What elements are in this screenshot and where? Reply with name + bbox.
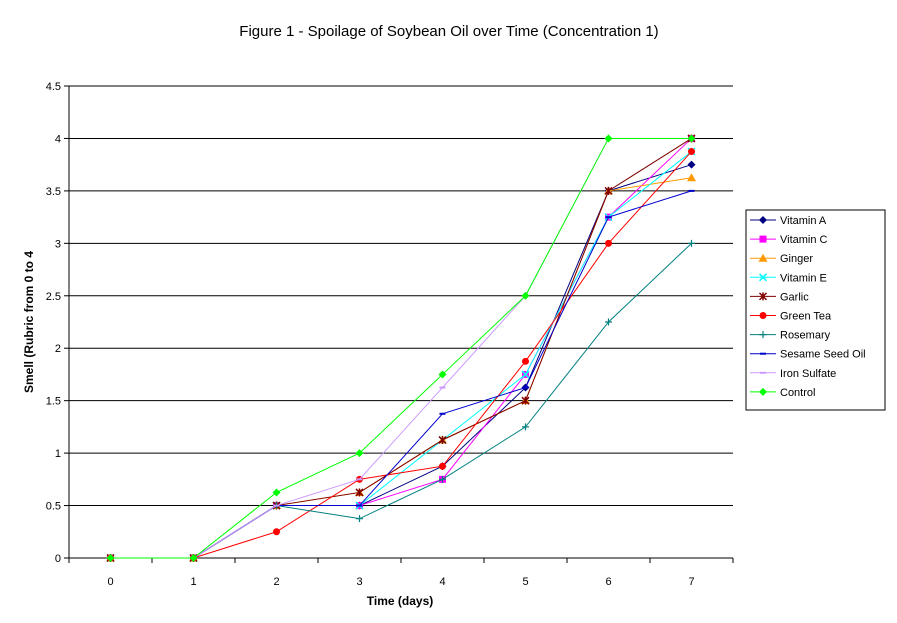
series-control bbox=[106, 134, 696, 562]
legend-label: Sesame Seed Oil bbox=[780, 349, 866, 361]
legend-label: Control bbox=[780, 387, 815, 399]
x-tick-label: 7 bbox=[688, 576, 694, 588]
y-tick-label: 0 bbox=[55, 553, 61, 565]
x-tick-label: 6 bbox=[605, 576, 611, 588]
data-point bbox=[687, 134, 696, 143]
data-point bbox=[604, 134, 613, 143]
legend: Vitamin A Vitamin C Ginger Vitamin E Garlic G… bbox=[745, 209, 886, 411]
legend-label: Rosemary bbox=[780, 330, 831, 342]
series-line bbox=[110, 190, 692, 559]
data-point bbox=[605, 318, 612, 326]
y-axis-title: Smell (Rubric from 0 to 4 bbox=[22, 251, 36, 393]
data-point bbox=[273, 528, 280, 536]
data-point bbox=[688, 148, 695, 156]
legend-marker bbox=[759, 387, 767, 396]
y-tick-label: 3 bbox=[55, 238, 61, 250]
legend-marker bbox=[759, 331, 767, 339]
legend-marker bbox=[759, 312, 767, 319]
legend-label: Vitamin C bbox=[780, 234, 828, 246]
legend-label: Green Tea bbox=[780, 311, 832, 323]
data-point bbox=[605, 239, 612, 247]
data-point bbox=[604, 186, 613, 195]
data-point bbox=[355, 488, 364, 497]
series-line bbox=[110, 151, 692, 559]
data-point bbox=[106, 554, 115, 562]
y-tick-label: 0.5 bbox=[46, 501, 61, 513]
x-tick-label: 2 bbox=[273, 576, 279, 588]
data-point bbox=[521, 396, 530, 405]
data-point bbox=[438, 435, 447, 445]
legend-label: Vitamin E bbox=[780, 272, 827, 284]
legend-item: Garlic bbox=[750, 291, 809, 303]
legend-label: Ginger bbox=[780, 253, 813, 265]
y-tick-label: 3.5 bbox=[46, 186, 61, 198]
data-point bbox=[687, 173, 696, 182]
legend-box bbox=[745, 209, 886, 411]
x-tick-label: 1 bbox=[190, 576, 196, 588]
legend-marker bbox=[758, 253, 768, 262]
chart-title: Figure 1 - Spoilage of Soybean Oil over … bbox=[239, 23, 658, 40]
data-point bbox=[522, 357, 529, 365]
data-point bbox=[688, 239, 695, 247]
series-ginger bbox=[106, 173, 696, 562]
series-line bbox=[110, 177, 692, 559]
x-tick-label: 0 bbox=[107, 576, 113, 588]
legend-marker bbox=[758, 273, 768, 282]
axes bbox=[64, 85, 734, 563]
series-group bbox=[106, 134, 696, 563]
series-line bbox=[110, 151, 692, 559]
legend-item: Green Tea bbox=[750, 311, 832, 323]
y-tick-label: 4 bbox=[55, 133, 61, 145]
legend-item: Control bbox=[750, 387, 815, 399]
y-tick-label: 1.5 bbox=[46, 396, 61, 408]
data-point bbox=[687, 160, 696, 169]
x-tick-label: 3 bbox=[356, 576, 362, 588]
data-point bbox=[438, 370, 447, 379]
x-tick-label: 5 bbox=[522, 576, 528, 588]
legend-item: Vitamin C bbox=[750, 234, 828, 246]
y-tick-label: 2.5 bbox=[46, 291, 61, 303]
legend-marker bbox=[758, 292, 768, 301]
data-point bbox=[272, 488, 281, 497]
legend-item: Sesame Seed Oil bbox=[750, 349, 866, 361]
tick-labels: 0 0.5 1 1.5 2 2.5 3 3.5 4 4.5 0 1 2 3 4 5 6 7 bbox=[46, 81, 695, 588]
data-point bbox=[521, 291, 530, 300]
series-line bbox=[110, 137, 692, 559]
y-tick-label: 2 bbox=[55, 343, 61, 355]
gridlines bbox=[69, 85, 733, 507]
legend-label: Vitamin A bbox=[780, 215, 827, 227]
data-point bbox=[439, 462, 446, 470]
legend-label: Garlic bbox=[780, 291, 809, 303]
legend-label: Iron Sulfate bbox=[780, 368, 836, 380]
data-point bbox=[521, 370, 530, 379]
legend-item: Vitamin A bbox=[750, 215, 827, 227]
data-point bbox=[189, 554, 198, 562]
legend-item: Vitamin E bbox=[750, 272, 827, 284]
legend-item: Iron Sulfate bbox=[750, 368, 836, 380]
data-point bbox=[439, 475, 446, 483]
data-point bbox=[522, 423, 529, 431]
data-point bbox=[355, 449, 364, 458]
x-axis-title: Time (days) bbox=[367, 594, 433, 608]
y-tick-label: 1 bbox=[55, 448, 61, 460]
legend-marker bbox=[759, 216, 767, 224]
legend-item: Ginger bbox=[750, 253, 813, 265]
legend-marker bbox=[759, 235, 767, 243]
legend-item: Rosemary bbox=[750, 330, 831, 342]
x-tick-label: 4 bbox=[439, 576, 445, 588]
y-tick-label: 4.5 bbox=[46, 81, 61, 93]
data-point bbox=[356, 515, 363, 523]
